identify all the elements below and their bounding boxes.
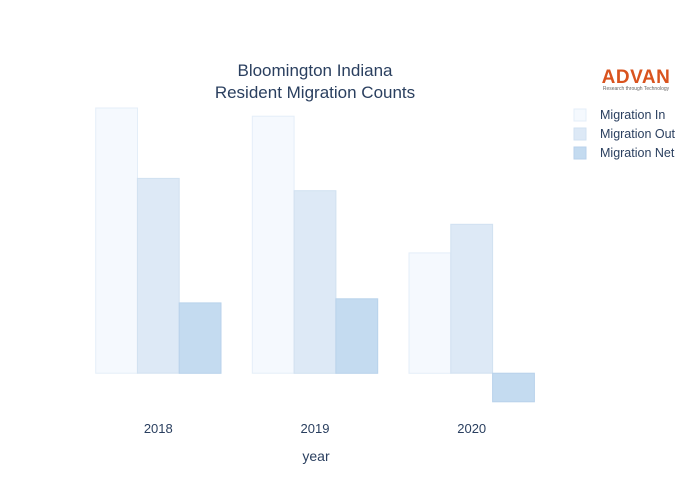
- bar-migration-in-2019[interactable]: [251, 115, 295, 374]
- legend-label[interactable]: Migration Net: [600, 146, 675, 160]
- bar-migration-out-2018[interactable]: [136, 177, 180, 374]
- x-tick-label: 2018: [144, 421, 173, 436]
- legend: Migration In Migration Out Migration Net: [573, 108, 676, 160]
- bar-migration-out-2020[interactable]: [450, 223, 494, 374]
- legend-label[interactable]: Migration Out: [600, 127, 676, 141]
- chart-title-line: Bloomington Indiana: [237, 61, 393, 80]
- legend-swatch[interactable]: [573, 127, 587, 141]
- bar-migration-net-2019[interactable]: [335, 298, 379, 374]
- chart-title-line: Resident Migration Counts: [215, 83, 415, 102]
- x-axis-title: year: [302, 448, 330, 464]
- bar-migration-in-2018[interactable]: [95, 107, 138, 374]
- legend-label[interactable]: Migration In: [600, 108, 665, 122]
- chart-title: Bloomington Indiana Resident Migration Co…: [215, 61, 415, 102]
- x-tick-label: 2020: [457, 421, 486, 436]
- logo-tagline: Research through Technology: [603, 86, 670, 92]
- bar-migration-net-2020[interactable]: [492, 372, 535, 403]
- advan-logo: ADVAN Research through Technology: [602, 67, 671, 92]
- bar-migration-net-2018[interactable]: [178, 302, 222, 374]
- legend-swatch[interactable]: [573, 146, 587, 160]
- bar-migration-out-2019[interactable]: [293, 190, 337, 374]
- logo-name: ADVAN: [602, 67, 671, 88]
- legend-swatch[interactable]: [573, 108, 587, 122]
- x-axis-ticks: 2018 2019 2020: [144, 421, 486, 436]
- x-tick-label: 2019: [301, 421, 330, 436]
- bar-migration-in-2020[interactable]: [408, 252, 452, 374]
- bars: [95, 107, 535, 403]
